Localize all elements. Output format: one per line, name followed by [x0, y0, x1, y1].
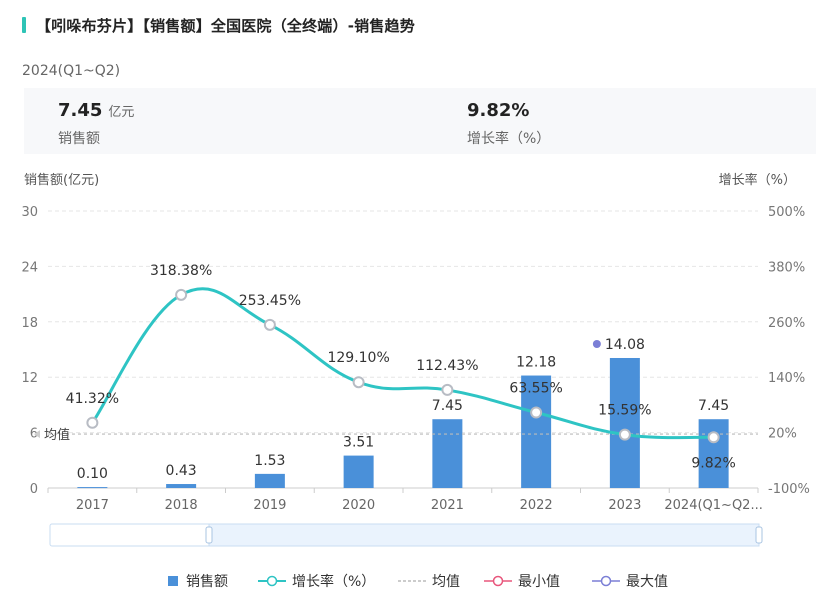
growth-value-label: 63.55% — [509, 380, 562, 396]
right-tick-label: 20% — [768, 427, 797, 442]
x-tick-label: 2024(Q1~Q2... — [664, 498, 762, 513]
left-tick-label: 30 — [21, 205, 38, 220]
bar — [698, 419, 729, 488]
bar-value-label: 1.53 — [254, 453, 285, 469]
legend-item-growth[interactable]: 增长率（%） — [258, 570, 375, 592]
bar — [77, 487, 108, 489]
right-tick-label: -100% — [768, 482, 810, 497]
bar-value-label: 7.45 — [432, 398, 463, 414]
stat-sales-label: 销售额 — [58, 131, 100, 147]
bar — [254, 473, 285, 488]
right-tick-label: 140% — [768, 371, 805, 386]
right-tick-label: 500% — [768, 205, 805, 220]
x-tick-label: 2019 — [253, 498, 286, 513]
bar — [432, 419, 463, 488]
growth-point — [441, 383, 454, 396]
chart-legend: 销售额 增长率（%） 均值 最小值 最大值 — [0, 570, 840, 592]
x-tick-label: 2022 — [520, 498, 553, 513]
bar-square-icon — [168, 576, 178, 586]
stat-growth-value: 9.82% — [467, 100, 530, 121]
left-tick-label: 0 — [30, 482, 38, 497]
growth-point — [352, 376, 365, 389]
average-label: 均值 — [44, 427, 70, 443]
purple-circle-icon — [592, 575, 620, 587]
bar-value-label: 7.45 — [698, 398, 729, 414]
dashed-line-icon — [398, 580, 426, 582]
bar-value-label: 14.08 — [605, 337, 645, 353]
left-tick-label: 24 — [21, 260, 38, 275]
legend-item-average[interactable]: 均值 — [398, 570, 460, 592]
stat-sales-value: 7.45 亿元 — [58, 100, 135, 121]
growth-value-label: 15.59% — [598, 403, 651, 419]
bar — [343, 455, 374, 488]
left-tick-label: 18 — [21, 316, 38, 331]
legend-item-min[interactable]: 最小值 — [484, 570, 560, 592]
right-tick-label: 260% — [768, 316, 805, 331]
left-tick-label: 12 — [21, 371, 38, 386]
x-tick-label: 2018 — [165, 498, 198, 513]
bar — [609, 357, 640, 488]
zoom-slider-window — [208, 523, 760, 547]
zoom-slider-handle[interactable] — [755, 526, 763, 544]
stat-sales-unit: 亿元 — [108, 105, 135, 120]
bar-value-label: 3.51 — [343, 435, 374, 451]
x-tick-label: 2020 — [342, 498, 375, 513]
chart-title: 【吲哚布芬片】【销售额】全国医院（全终端）-销售趋势 — [36, 17, 415, 35]
growth-point — [263, 318, 276, 331]
stat-growth-label: 增长率（%） — [467, 131, 551, 147]
right-axis-title: 增长率（%） — [719, 172, 796, 188]
growth-value-label: 112.43% — [416, 358, 478, 374]
bar — [166, 484, 197, 488]
bar — [521, 375, 552, 488]
bar-value-label: 12.18 — [516, 355, 556, 371]
x-tick-label: 2023 — [608, 498, 641, 513]
max-value-marker — [592, 339, 601, 348]
bar-value-label: 0.43 — [166, 463, 197, 479]
legend-item-sales[interactable]: 销售额 — [168, 570, 228, 592]
title-accent-bar — [22, 17, 26, 33]
x-tick-label: 2021 — [431, 498, 464, 513]
growth-value-label: 9.82% — [691, 455, 735, 471]
growth-point — [175, 288, 188, 301]
growth-point — [530, 406, 543, 419]
legend-item-max[interactable]: 最大值 — [592, 570, 668, 592]
growth-point — [707, 431, 720, 444]
pink-circle-icon — [484, 575, 512, 587]
bar-value-label: 0.10 — [77, 466, 108, 482]
growth-value-label: 41.32% — [66, 391, 119, 407]
growth-point — [86, 416, 99, 429]
growth-value-label: 129.10% — [327, 350, 389, 366]
growth-value-label: 318.38% — [150, 263, 212, 279]
left-axis-title: 销售额(亿元) — [24, 172, 99, 188]
growth-point — [618, 428, 631, 441]
growth-value-label: 253.45% — [239, 293, 301, 309]
left-tick-label: 6 — [30, 427, 38, 442]
line-circle-icon — [258, 575, 286, 587]
stats-panel: 7.45 亿元 销售额 9.82% 增长率（%） — [24, 88, 816, 154]
right-tick-label: 380% — [768, 260, 805, 275]
x-tick-label: 2017 — [76, 498, 109, 513]
average-marker — [34, 430, 40, 439]
period-label: 2024(Q1~Q2) — [22, 63, 121, 79]
zoom-slider-handle[interactable] — [205, 526, 213, 544]
